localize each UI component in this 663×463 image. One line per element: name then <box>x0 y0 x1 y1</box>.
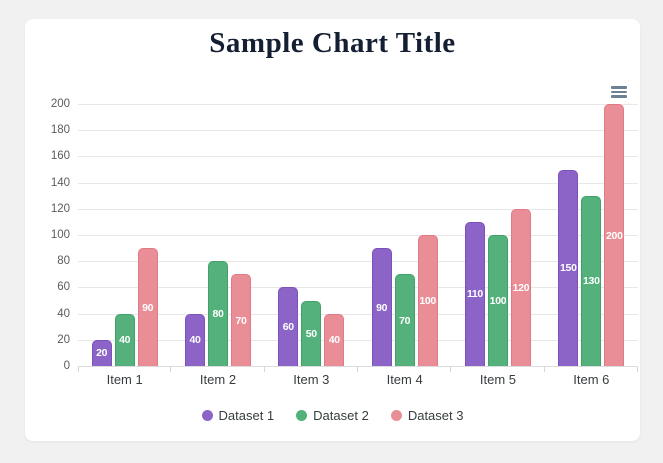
bar-dataset-3-item-6[interactable]: 200 <box>604 104 625 366</box>
bar-data-label: 90 <box>376 301 388 314</box>
legend-label: Dataset 1 <box>218 408 275 423</box>
legend-marker-icon <box>201 410 213 421</box>
bar-dataset-1-item-6[interactable]: 150 <box>558 169 579 366</box>
bar-dataset-2-item-6[interactable]: 130 <box>581 195 602 366</box>
category-band: 110 100 120 <box>451 104 545 372</box>
menu-bar <box>611 86 627 89</box>
category-band: 150 130 200 <box>545 104 638 372</box>
legend-item-dataset-3[interactable]: Dataset 3 <box>390 408 464 423</box>
gridline <box>78 287 638 289</box>
bar-dataset-1-item-4[interactable]: 90 <box>371 248 392 366</box>
category-band: 90 70 100 <box>358 104 452 372</box>
bar-data-label: 150 <box>559 262 577 275</box>
bar-dataset-2-item-2[interactable]: 80 <box>207 261 228 366</box>
y-axis-label: 40 <box>57 307 70 320</box>
menu-bar <box>611 90 627 93</box>
bar-data-label: 110 <box>466 288 483 301</box>
y-axis-label: 120 <box>50 202 70 215</box>
x-axis-label: Item 4 <box>386 372 423 387</box>
bar-data-label: 40 <box>328 334 340 347</box>
plot-area: 20 40 90 40 80 70 60 50 40 90 70 100 110 100 120 150 130… <box>78 104 638 372</box>
category-band: 40 80 70 <box>171 104 265 372</box>
bar-data-label: 100 <box>419 295 436 307</box>
bar-data-label: 70 <box>235 314 247 327</box>
x-axis-label: Item 2 <box>199 372 237 387</box>
gridline <box>78 130 638 132</box>
legend-marker-icon <box>296 410 308 421</box>
bar-data-label: 100 <box>489 295 507 307</box>
gridline <box>78 104 638 105</box>
x-axis-tick <box>170 367 172 372</box>
legend: Dataset 1 Dataset 2 Dataset 3 <box>25 408 640 423</box>
bar-dataset-2-item-5[interactable]: 100 <box>487 235 508 366</box>
legend-item-dataset-1[interactable]: Dataset 1 <box>201 408 275 423</box>
y-axis-label: 0 <box>63 360 70 372</box>
bar-data-label: 20 <box>96 347 108 360</box>
x-axis-label: Item 6 <box>573 372 610 387</box>
bar-dataset-3-item-2[interactable]: 70 <box>230 274 251 366</box>
bar-dataset-2-item-1[interactable]: 40 <box>114 313 135 366</box>
bar-dataset-3-item-5[interactable]: 120 <box>510 208 531 366</box>
y-axis-label: 60 <box>57 281 70 294</box>
gridline <box>78 339 638 341</box>
gridline <box>78 208 638 210</box>
category-band: 20 40 90 <box>78 104 172 372</box>
x-axis-tick <box>356 367 358 372</box>
bar-data-label: 40 <box>189 334 201 347</box>
y-axis-label: 160 <box>50 150 70 163</box>
legend-label: Dataset 2 <box>313 408 369 423</box>
bar-data-label: 120 <box>512 281 530 294</box>
y-axis-label: 140 <box>50 176 70 189</box>
x-axis-tick <box>78 367 79 372</box>
gridline <box>78 313 638 315</box>
bar-dataset-2-item-3[interactable]: 50 <box>301 300 322 366</box>
x-axis-tick <box>263 367 265 372</box>
bar-dataset-2-item-4[interactable]: 70 <box>394 274 415 366</box>
category-band: 60 50 40 <box>265 104 358 372</box>
bar-dataset-3-item-4[interactable]: 100 <box>417 235 438 366</box>
menu-bar <box>611 95 627 98</box>
bar-dataset-1-item-5[interactable]: 110 <box>464 221 485 366</box>
bar-dataset-1-item-1[interactable]: 20 <box>91 339 112 366</box>
bar-data-label: 40 <box>119 334 131 347</box>
x-axis-tick <box>543 367 545 372</box>
x-axis-tick <box>450 367 452 372</box>
bar-data-label: 80 <box>212 308 224 321</box>
bar-data-label: 130 <box>582 275 600 288</box>
hamburger-menu-icon[interactable] <box>608 81 630 103</box>
x-axis-label: Item 5 <box>479 372 517 387</box>
legend-item-dataset-2[interactable]: Dataset 2 <box>296 408 369 423</box>
x-axis-tick <box>636 367 638 372</box>
y-axis-label: 100 <box>50 229 70 241</box>
y-axis-label: 20 <box>57 333 70 346</box>
bar-data-label: 50 <box>305 327 317 340</box>
gridline <box>78 261 638 263</box>
y-axis-label: 180 <box>50 124 70 137</box>
legend-marker-icon <box>390 410 402 421</box>
gridline <box>78 182 638 184</box>
bar-data-label: 70 <box>399 314 411 327</box>
bar-dataset-3-item-3[interactable]: 40 <box>324 313 345 366</box>
x-axis: Item 1 Item 2 Item 3 Item 4 Item 5 Item 6 <box>78 372 638 387</box>
bar-dataset-1-item-3[interactable]: 60 <box>278 287 299 366</box>
chart-card: Sample Chart Title 20 40 90 40 80 70 60 50 40 90 7… <box>25 19 640 441</box>
gridline <box>78 235 638 236</box>
legend-label: Dataset 3 <box>407 408 464 423</box>
bar-dataset-1-item-2[interactable]: 40 <box>184 313 205 366</box>
bar-data-label: 60 <box>282 321 294 334</box>
gridline <box>78 156 638 158</box>
bar-data-label: 90 <box>142 301 154 314</box>
chart-title: Sample Chart Title <box>209 27 456 59</box>
bar-data-label: 200 <box>605 229 623 242</box>
y-axis-label: 80 <box>57 255 70 268</box>
x-axis-label: Item 3 <box>293 372 330 387</box>
x-axis-label: Item 1 <box>106 372 143 387</box>
bar-dataset-3-item-1[interactable]: 90 <box>137 248 158 366</box>
y-axis-label: 200 <box>50 98 70 110</box>
